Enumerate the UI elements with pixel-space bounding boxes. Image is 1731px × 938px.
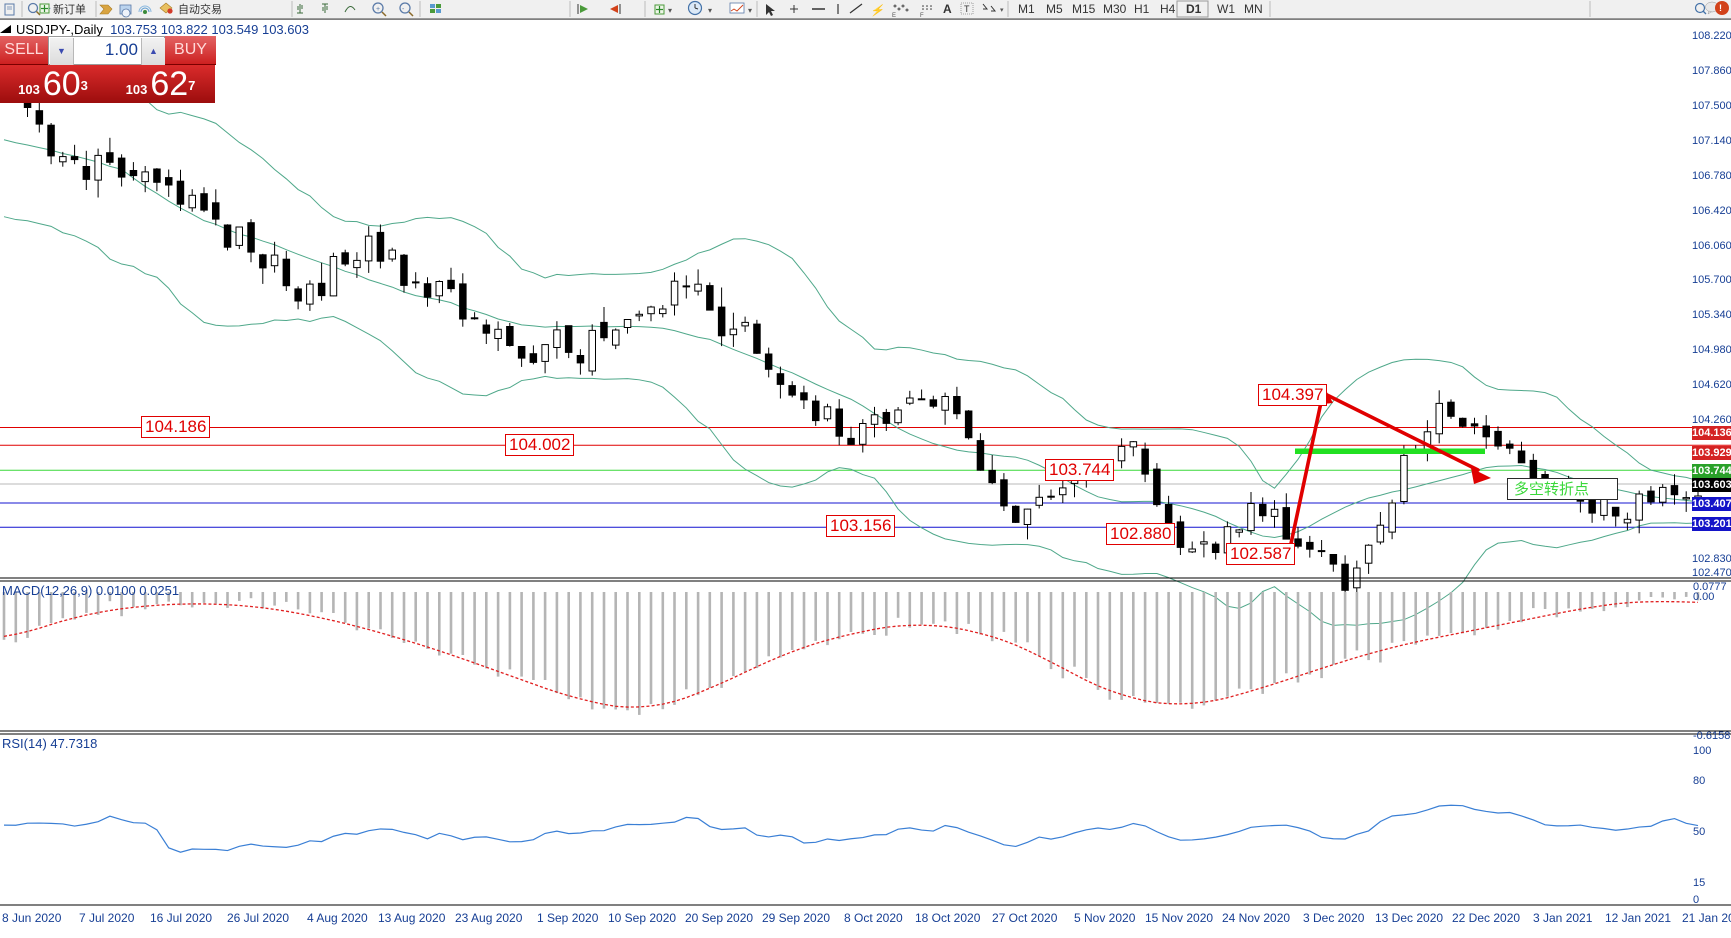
- svg-text:新订单: 新订单: [53, 2, 86, 16]
- svg-text:H1: H1: [1134, 2, 1150, 16]
- svg-text:M1: M1: [1018, 2, 1035, 16]
- svg-text:M30: M30: [1103, 2, 1127, 16]
- svg-text:T: T: [964, 4, 970, 14]
- svg-text:M15: M15: [1072, 2, 1096, 16]
- svg-text:MN: MN: [1244, 2, 1263, 16]
- svg-text:H4: H4: [1160, 2, 1176, 16]
- svg-text:⚡: ⚡: [870, 4, 885, 17]
- svg-text:▾: ▾: [748, 6, 752, 15]
- svg-text:D1: D1: [1186, 2, 1202, 16]
- svg-text:F: F: [920, 13, 924, 18]
- svg-text:!: !: [1719, 3, 1722, 13]
- svg-text:E: E: [892, 13, 896, 18]
- svg-text:▾: ▾: [668, 6, 672, 15]
- svg-text:W1: W1: [1217, 2, 1235, 16]
- svg-text:A: A: [943, 2, 952, 16]
- svg-text:M5: M5: [1046, 2, 1063, 16]
- svg-text:自动交易: 自动交易: [178, 2, 222, 16]
- svg-text:+: +: [376, 6, 380, 13]
- svg-text:▾: ▾: [708, 6, 712, 15]
- svg-text:▾: ▾: [1000, 7, 1004, 14]
